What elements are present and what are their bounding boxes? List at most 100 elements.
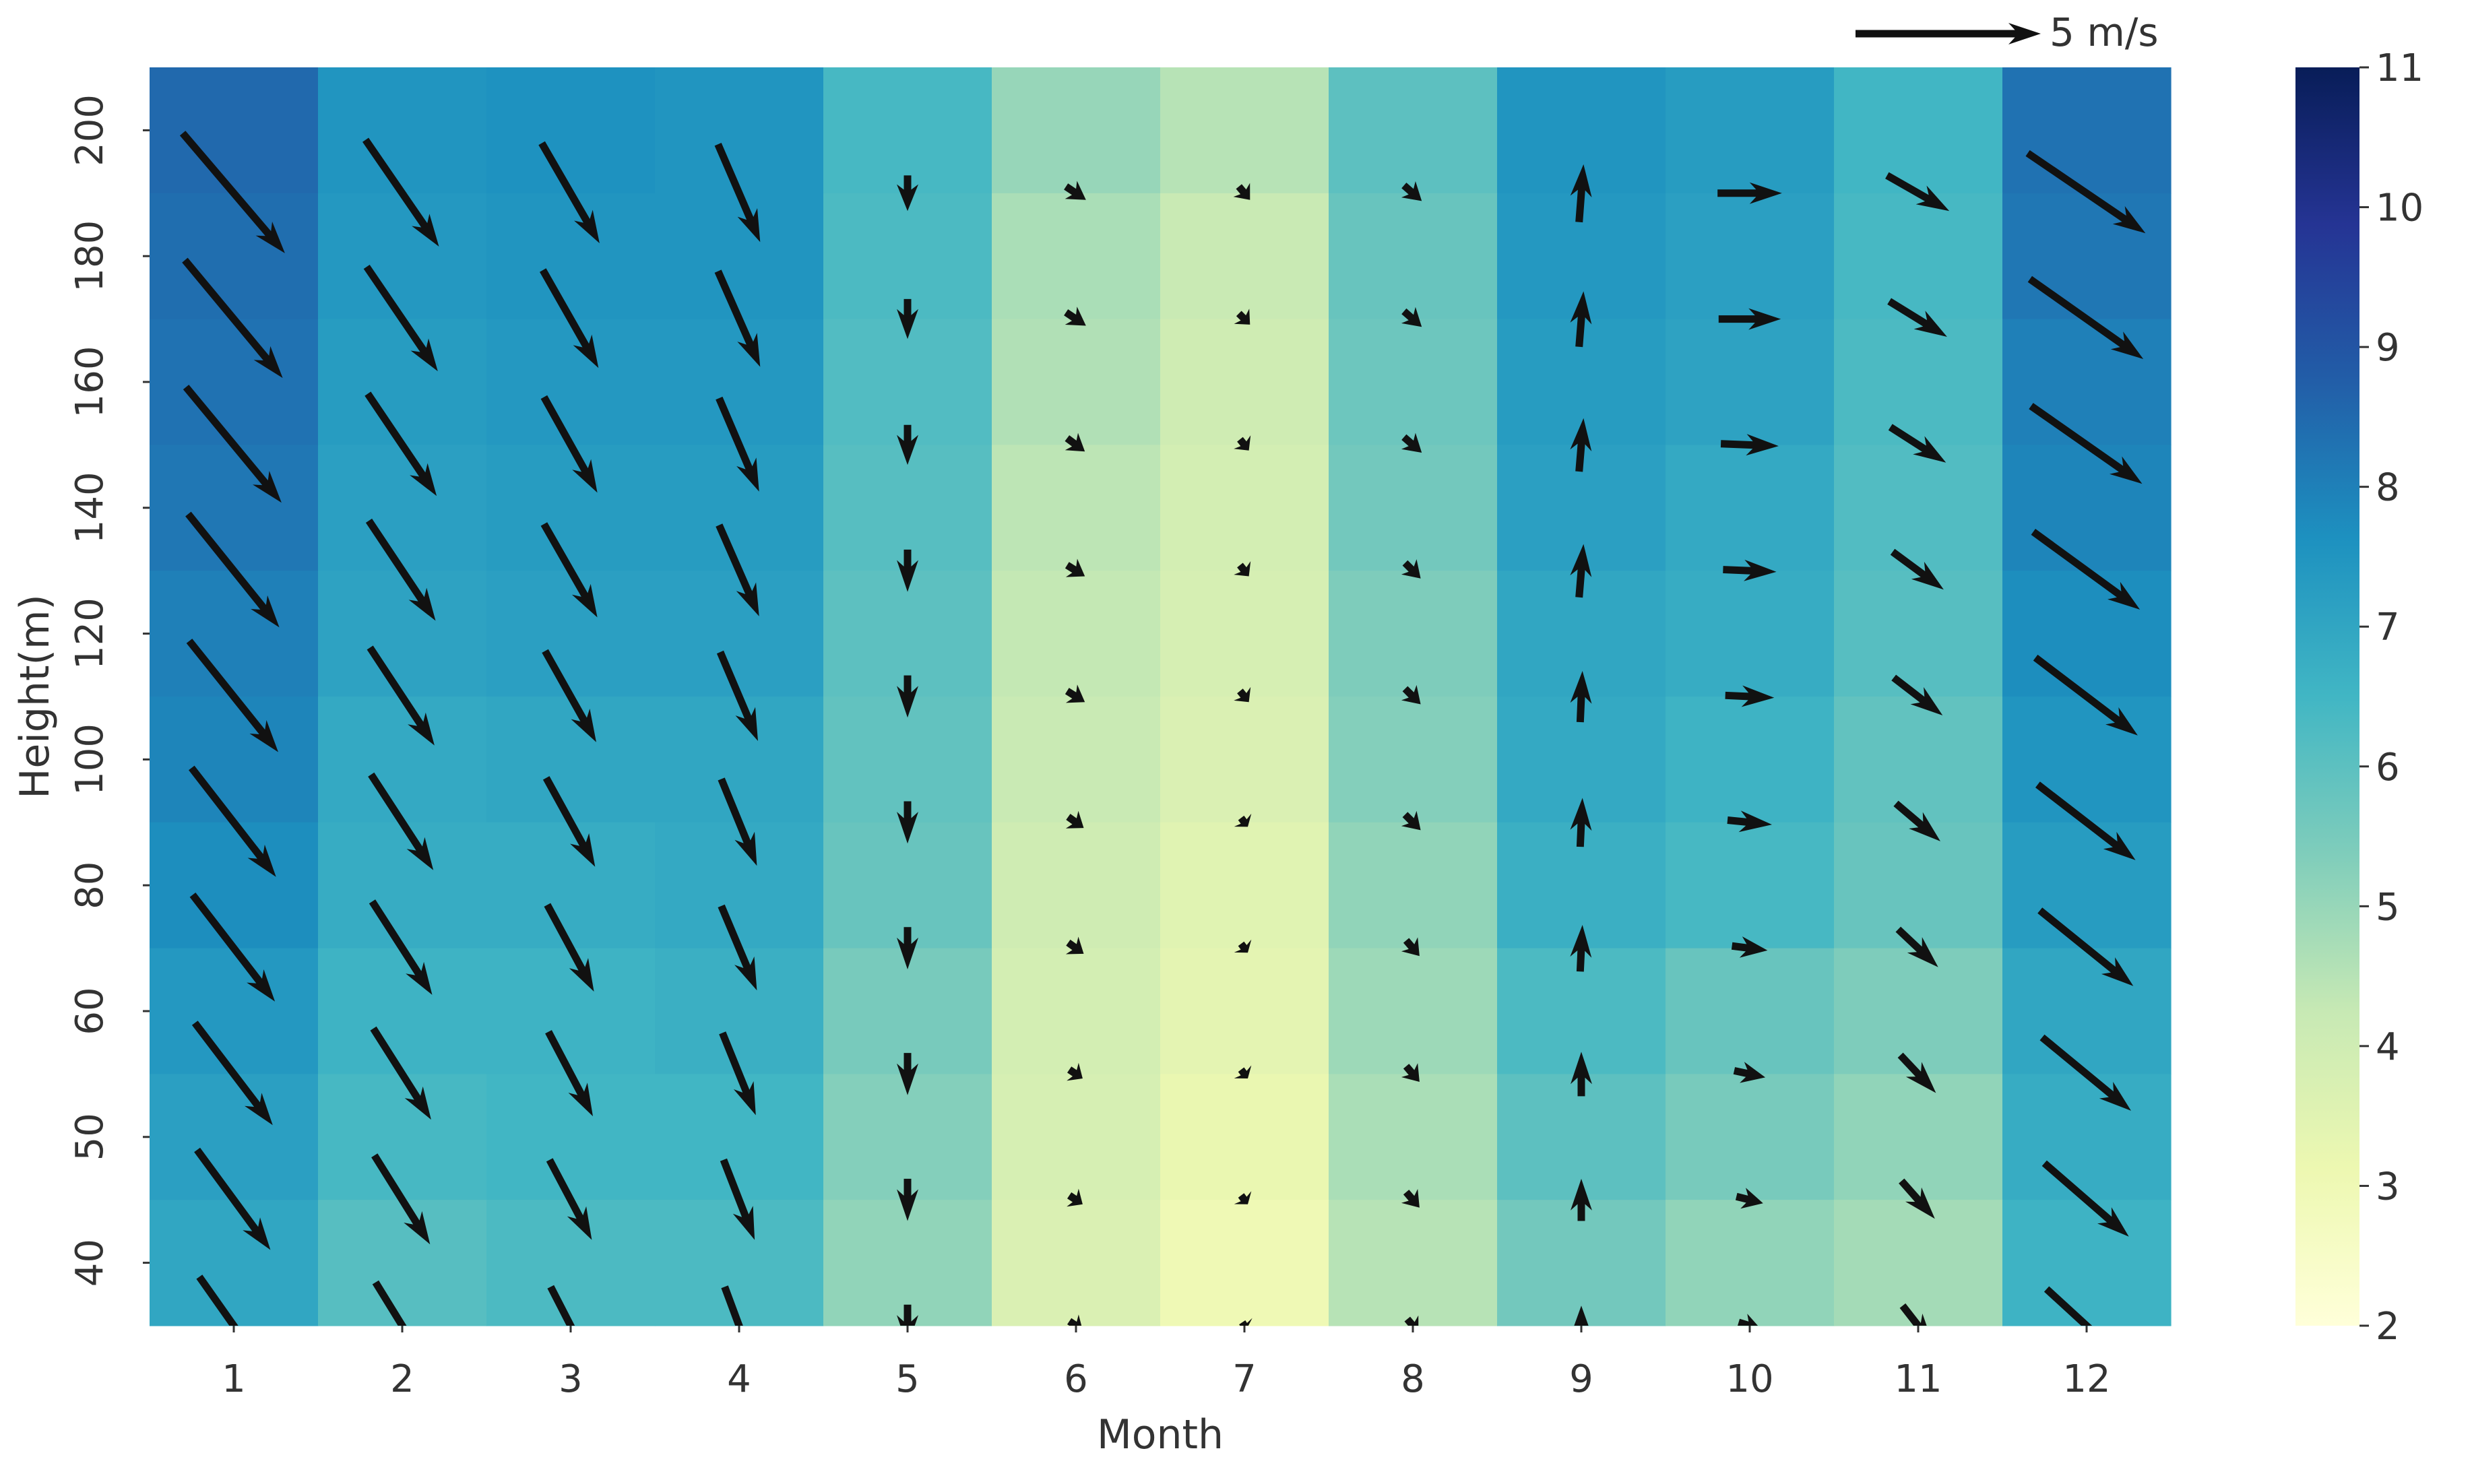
heatmap-cell: [486, 193, 656, 320]
wind-arrow: [182, 257, 283, 379]
heatmap-cell: [655, 319, 824, 445]
heatmap-cell: [1160, 319, 1329, 445]
x-tick-label: 5: [895, 1357, 920, 1401]
heatmap-cell: [150, 67, 319, 194]
heatmap-cell: [1329, 571, 1498, 697]
wind-arrow: [897, 675, 918, 718]
heatmap-cell: [1666, 319, 1835, 445]
wind-arrow: [368, 772, 434, 870]
wind-arrow: [194, 1147, 271, 1250]
wind-arrow: [363, 265, 438, 372]
heatmap-cell: [1834, 948, 2003, 1074]
y-tick-label: 40: [68, 1239, 112, 1287]
heatmap-cell: [992, 1200, 1161, 1326]
wind-arrow: [370, 1026, 431, 1120]
wind-arrow: [1234, 561, 1251, 577]
colorbar-tick-label: 9: [2376, 326, 2400, 370]
heatmap-cell: [1329, 319, 1498, 445]
colorbar-tick-label: 3: [2376, 1165, 2400, 1208]
wind-arrow: [897, 424, 918, 465]
heatmap-cell: [2002, 1074, 2172, 1200]
colorbar-tick-label: 7: [2376, 606, 2400, 649]
wind-arrow: [542, 649, 596, 742]
wind-arrow: [716, 523, 759, 616]
heatmap-cell: [1666, 67, 1835, 194]
wind-arrow: [542, 776, 596, 867]
heatmap-cell: [150, 1200, 319, 1326]
wind-vectors: [179, 131, 2146, 1326]
wind-arrow: [1574, 1305, 1589, 1326]
heatmap-cell: [992, 193, 1161, 320]
wind-arrow: [897, 175, 918, 212]
heatmap-cell: [486, 697, 656, 823]
wind-arrow: [718, 777, 757, 866]
heatmap-cell: [992, 822, 1161, 949]
wind-arrow: [1064, 181, 1086, 200]
wind-arrow: [196, 1275, 239, 1326]
y-tick-label: 180: [68, 220, 112, 292]
y-tick-label: 50: [68, 1113, 112, 1161]
heatmap-cell: [318, 1074, 487, 1200]
heatmap-cell: [992, 67, 1161, 194]
wind-arrow: [716, 650, 758, 741]
heatmap-cell: [655, 697, 824, 823]
wind-arrow: [1067, 1188, 1083, 1207]
y-tick-label: 80: [68, 862, 112, 909]
x-tick-label: 6: [1064, 1357, 1088, 1401]
wind-arrow: [1234, 1065, 1252, 1078]
heatmap-cell: [318, 822, 487, 949]
wind-arrow: [720, 1158, 755, 1240]
wind-arrow: [545, 1030, 593, 1117]
heatmap-cell: [318, 193, 487, 320]
x-tick-label: 10: [1725, 1357, 1773, 1401]
quiver-key: 5 m/s: [1856, 9, 2159, 55]
wind-arrow: [1234, 1191, 1252, 1204]
heatmap-cell: [150, 193, 319, 320]
heatmap-cell: [1666, 1074, 1835, 1200]
x-tick-label: 7: [1232, 1357, 1257, 1401]
heatmap-cell: [486, 571, 656, 697]
heatmap-cell: [823, 319, 992, 445]
colorbar-tick-label: 5: [2376, 885, 2400, 929]
wind-arrow: [1234, 813, 1252, 827]
wind-arrow: [538, 141, 600, 244]
heatmap-cell: [1666, 571, 1835, 697]
wind-arrow: [1888, 424, 1946, 463]
heatmap-cell: [486, 1200, 656, 1326]
wind-arrow: [1239, 1318, 1253, 1326]
wind-arrow: [1725, 685, 1775, 707]
heatmap-cell: [1329, 193, 1498, 320]
heatmap-cell: [1329, 948, 1498, 1074]
x-tick-label: 12: [2062, 1357, 2110, 1401]
wind-arrow: [2041, 1160, 2129, 1237]
heatmap-cell: [1834, 822, 2003, 949]
wind-arrow: [897, 801, 918, 844]
heatmap-cell: [1329, 67, 1498, 194]
wind-arrow: [2037, 907, 2134, 986]
wind-arrow: [547, 1285, 575, 1326]
wind-arrow: [1570, 544, 1592, 598]
wind-arrow: [721, 1285, 743, 1326]
x-axis-label: Month: [1097, 1411, 1224, 1458]
heatmap-cell: [992, 319, 1161, 445]
heatmap-cell: [1160, 193, 1329, 320]
wind-arrow: [2035, 781, 2136, 860]
x-tick-label: 8: [1401, 1357, 1425, 1401]
wind-arrow: [179, 131, 285, 253]
heatmap-cell: [1329, 1200, 1498, 1326]
heatmap-cell: [2002, 948, 2172, 1074]
heatmap-cell: [150, 822, 319, 949]
colorbar-tick-label: 4: [2376, 1025, 2400, 1069]
wind-arrow: [189, 893, 276, 1002]
heatmap-cell: [1834, 445, 2003, 571]
colorbar-tick-label: 8: [2376, 466, 2400, 510]
wind-arrow: [1899, 1178, 1935, 1219]
heatmap-cell: [655, 822, 824, 949]
wind-arrow: [2029, 403, 2143, 484]
wind-arrow: [1067, 1062, 1083, 1081]
wind-arrow: [1065, 810, 1084, 829]
y-axis-label: Height(m): [11, 594, 59, 799]
wind-arrow: [1233, 183, 1250, 200]
heatmap-cell: [823, 193, 992, 320]
